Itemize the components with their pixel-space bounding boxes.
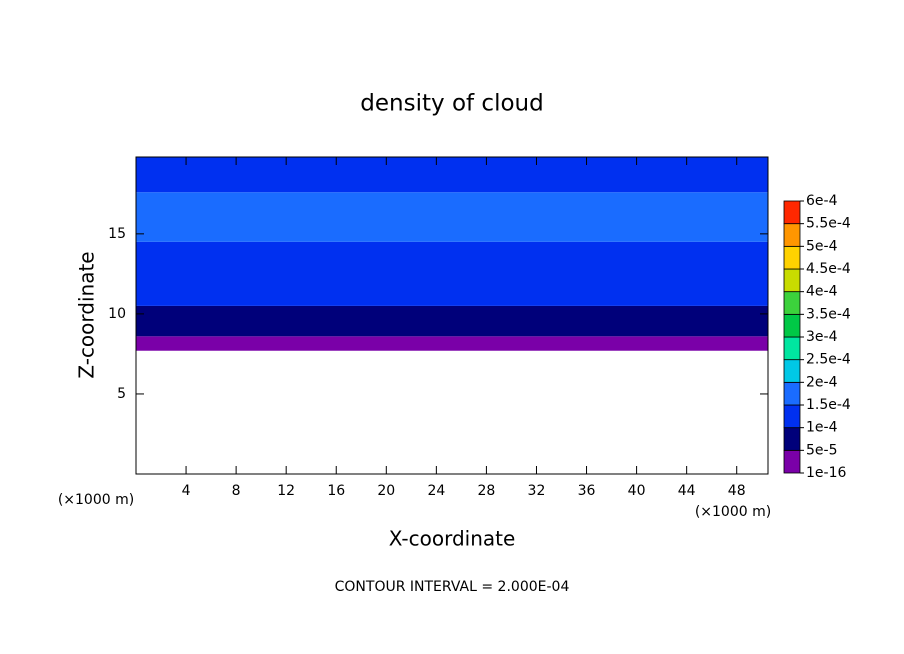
colorbar-label: 5.5e-4	[806, 216, 851, 232]
colorbar-swatch	[783, 223, 801, 247]
x-tick-label: 44	[678, 483, 696, 499]
x-tick-label: 36	[578, 483, 596, 499]
y-tick-label: 10	[108, 306, 126, 322]
x-tick-label: 16	[327, 483, 345, 499]
x-axis-title: X-coordinate	[389, 527, 516, 551]
x-tick-label: 4	[182, 483, 191, 499]
colorbar-label: 5e-5	[806, 442, 837, 458]
colorbar-label: 5e-4	[806, 238, 838, 254]
colorbar-swatch	[783, 291, 801, 315]
contour-band	[136, 192, 768, 242]
colorbar-label: 3.5e-4	[806, 306, 851, 322]
colorbar-swatch	[783, 200, 801, 225]
plot-frame	[135, 156, 769, 475]
contour-band	[136, 305, 768, 337]
colorbar-swatch	[783, 449, 801, 474]
x-tick-label: 24	[427, 483, 445, 499]
colorbar-swatch	[783, 381, 801, 406]
colorbar-swatch	[783, 427, 801, 451]
y-axis-title: Z-coordinate	[75, 251, 99, 378]
colorbar-swatch	[783, 313, 801, 338]
colorbar-label: 2.5e-4	[806, 352, 851, 368]
colorbar-label: 1.5e-4	[806, 397, 851, 413]
colorbar-swatch	[783, 245, 801, 270]
contour-band	[136, 241, 768, 306]
colorbar-swatch	[783, 336, 801, 361]
colorbar-label: 4e-4	[806, 284, 838, 300]
contour-band	[136, 336, 768, 351]
colorbar-label: 2e-4	[806, 374, 838, 390]
contour-band	[136, 157, 768, 193]
colorbar-swatch	[783, 268, 801, 293]
y-tick-label: 15	[108, 226, 126, 242]
x-tick-label: 20	[377, 483, 395, 499]
x-tick-label: 40	[628, 483, 646, 499]
x-tick-label: 48	[728, 483, 746, 499]
colorbar-label: 6e-4	[806, 193, 838, 209]
x-tick-label: 28	[478, 483, 496, 499]
y-unit: (×1000 m)	[58, 492, 134, 508]
chart-title: density of cloud	[360, 91, 543, 117]
colorbar-swatch	[783, 359, 801, 383]
footer-note: CONTOUR INTERVAL = 2.000E-04	[335, 579, 570, 595]
colorbar-label: 3e-4	[806, 329, 838, 345]
x-tick-label: 12	[277, 483, 295, 499]
colorbar-swatch	[783, 404, 801, 429]
colorbar-label: 1e-4	[806, 420, 838, 436]
colorbar-label: 1e-16	[806, 465, 846, 481]
x-tick-label: 8	[232, 483, 241, 499]
x-tick-label: 32	[528, 483, 546, 499]
y-tick-label: 5	[117, 386, 126, 402]
x-unit: (×1000 m)	[695, 504, 771, 520]
colorbar-label: 4.5e-4	[806, 261, 851, 277]
